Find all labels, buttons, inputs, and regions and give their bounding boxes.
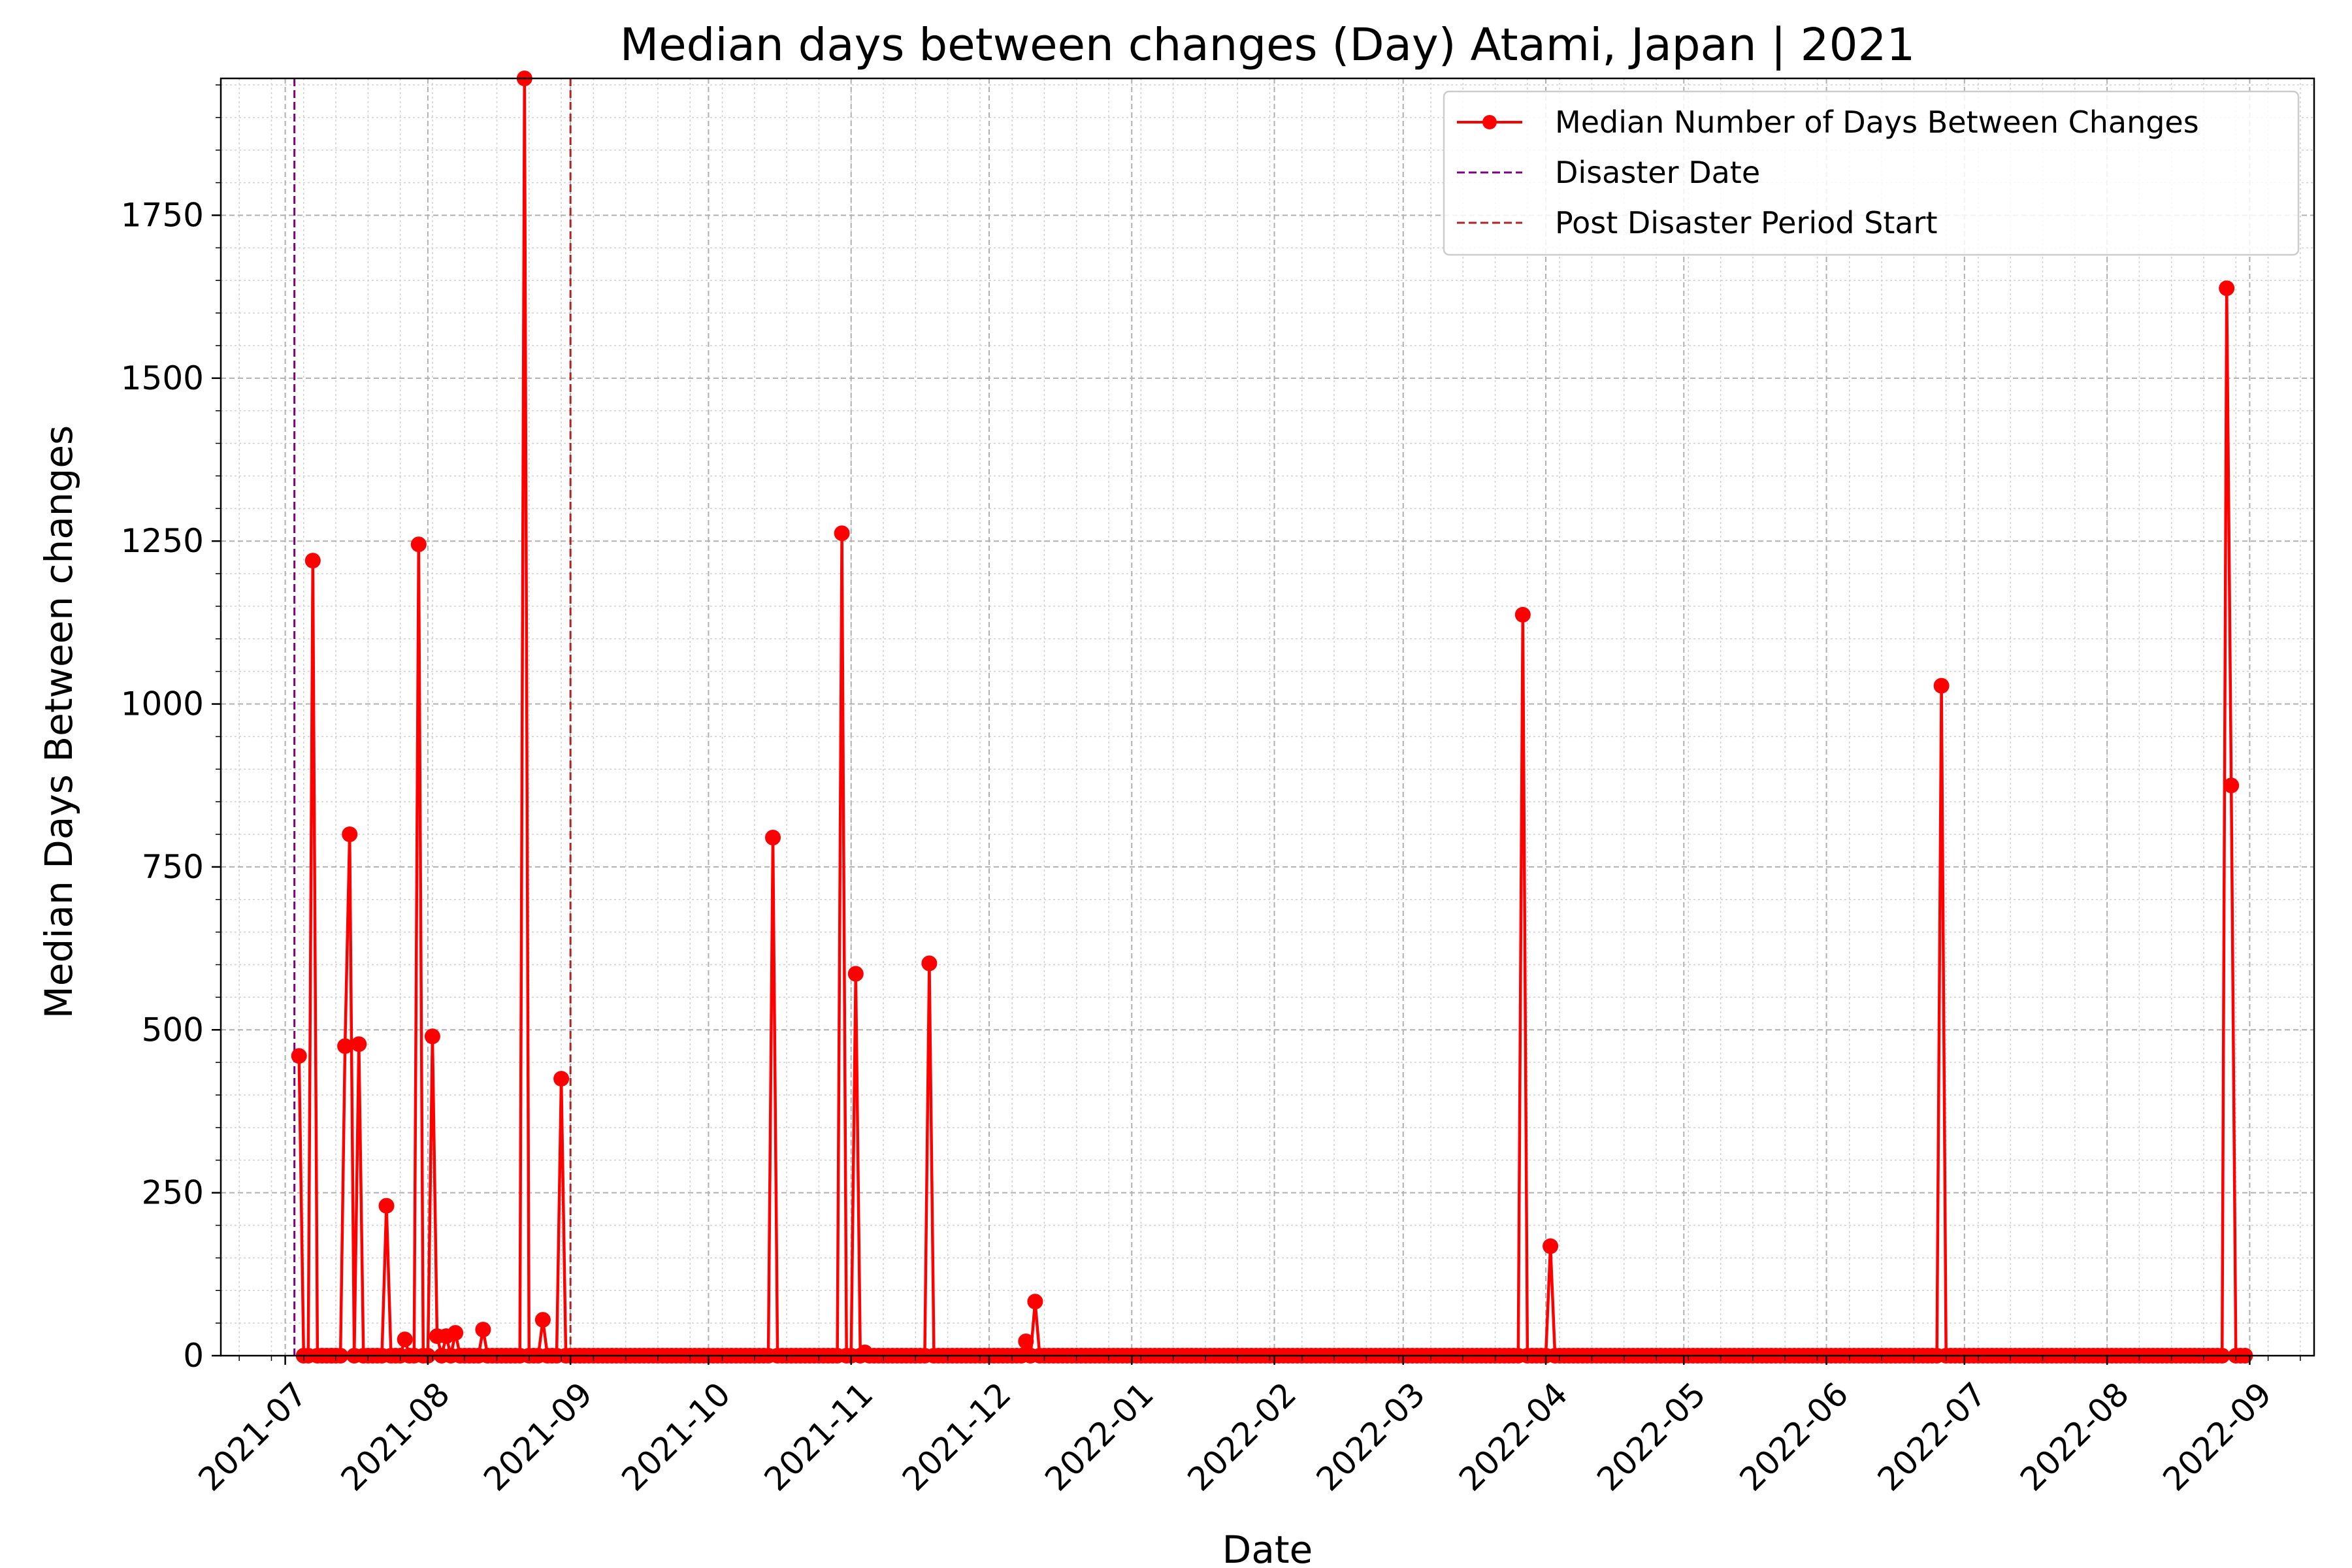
- data-point: [2223, 777, 2240, 794]
- data-point: [337, 1038, 353, 1054]
- legend-frame: [1443, 90, 2300, 256]
- data-point: [397, 1331, 413, 1348]
- data-point: [351, 1036, 367, 1053]
- y-tick-label: 1000: [121, 685, 204, 723]
- legend-disaster-label: Disaster Date: [1555, 155, 1760, 190]
- data-point: [342, 826, 358, 842]
- axis-ticks: [212, 84, 2301, 1365]
- data-point: [475, 1322, 491, 1338]
- y-tick-label: 500: [142, 1011, 204, 1049]
- legend-series-marker: [1482, 115, 1497, 129]
- data-point: [2219, 280, 2235, 297]
- data-point: [834, 525, 850, 542]
- data-point: [291, 1048, 307, 1064]
- data-point: [424, 1028, 440, 1045]
- reference-lines: [293, 78, 572, 1356]
- data-point: [410, 536, 427, 553]
- data-point: [304, 553, 321, 569]
- x-axis-label: Date: [1222, 1527, 1313, 1568]
- data-point: [553, 1071, 570, 1087]
- y-tick-label: 1250: [121, 522, 204, 560]
- y-tick-label: 0: [183, 1337, 204, 1375]
- y-tick-labels: 0 250 500 750 1000 1250 1500 1750: [121, 196, 204, 1375]
- data-point: [765, 830, 781, 845]
- data-point: [1018, 1333, 1034, 1350]
- y-tick-label: 1750: [121, 196, 204, 234]
- data-point: [1514, 606, 1531, 623]
- data-point: [448, 1325, 464, 1341]
- legend-series-label: Median Number of Days Between Changes: [1555, 105, 2199, 140]
- legend: Median Number of Days Between Changes Di…: [1443, 90, 2300, 256]
- legend-post-label: Post Disaster Period Start: [1555, 205, 1938, 240]
- chart-title: Median days between changes (Day) Atami,…: [620, 19, 1916, 71]
- data-point: [1543, 1238, 1559, 1254]
- data-point: [378, 1198, 395, 1214]
- y-axis-label: Median Days Between changes: [37, 425, 81, 1019]
- data-point: [1933, 678, 1950, 694]
- y-tick-label: 1500: [121, 359, 204, 397]
- plot-frame: [220, 77, 2315, 1357]
- y-tick-label: 250: [142, 1174, 204, 1212]
- y-tick-label: 750: [142, 848, 204, 886]
- data-point: [847, 966, 864, 982]
- data-point: [1027, 1294, 1043, 1310]
- data-point: [921, 955, 938, 972]
- data-point: [534, 1312, 551, 1328]
